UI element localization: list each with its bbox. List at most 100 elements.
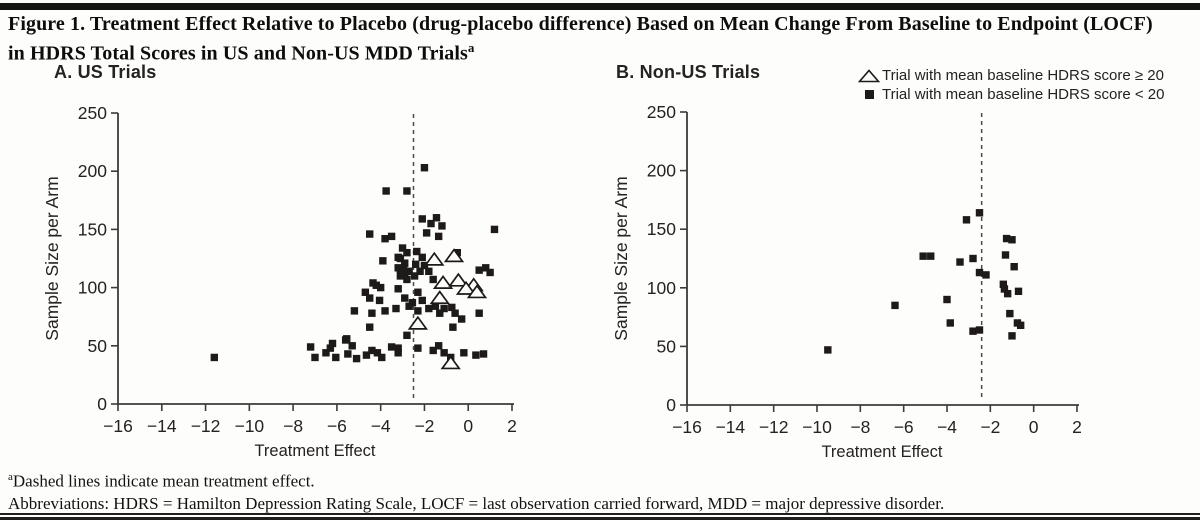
data-point-square bbox=[1002, 234, 1011, 243]
data-point-square bbox=[418, 215, 426, 223]
data-point-square bbox=[352, 354, 361, 363]
data-point-square bbox=[475, 309, 483, 317]
data-point-square bbox=[1006, 309, 1014, 318]
x-tick-label: −10 bbox=[802, 417, 832, 437]
figure-title-superscript: a bbox=[467, 40, 475, 55]
data-point-square bbox=[348, 342, 356, 350]
square-marker-icon bbox=[856, 90, 882, 99]
data-point-triangle bbox=[466, 284, 488, 299]
legend-label-high-baseline: Trial with mean baseline HDRS score ≥ 20 bbox=[882, 67, 1164, 84]
data-point-square bbox=[416, 267, 424, 276]
y-tick-label: 50 bbox=[657, 336, 677, 356]
x-tick-label: −6 bbox=[327, 416, 347, 436]
footnote-abbreviations: Abbreviations: HDRS = Hamilton Depressio… bbox=[8, 494, 945, 513]
data-point-square bbox=[418, 253, 426, 262]
y-tick-label: 150 bbox=[647, 219, 676, 239]
x-tick-label: −2 bbox=[980, 417, 1000, 437]
bottom-rule-upper bbox=[0, 513, 1200, 515]
data-point-square bbox=[438, 222, 446, 230]
y-tick-label: 100 bbox=[647, 278, 676, 298]
data-point-square bbox=[975, 209, 984, 217]
data-point-triangle bbox=[432, 274, 454, 289]
data-point-square bbox=[375, 296, 384, 305]
data-point-square bbox=[472, 351, 480, 359]
data-point-square bbox=[382, 187, 390, 195]
x-tick-label: −6 bbox=[894, 417, 914, 437]
data-point-square bbox=[422, 229, 431, 237]
data-point-square bbox=[946, 319, 954, 327]
x-tick-label: 0 bbox=[463, 416, 473, 436]
footnote-superscript: a bbox=[8, 471, 13, 483]
x-tick-label: −8 bbox=[850, 417, 870, 437]
us-trials-chart: 0 50 100 150 200 250 −16 −14 −12 −10 −8 −6 −4 −2 0 2 Tre… bbox=[42, 103, 517, 460]
x-tick-label: −10 bbox=[234, 416, 264, 436]
data-point-square bbox=[482, 264, 490, 272]
data-point-square bbox=[311, 353, 319, 362]
data-point-square bbox=[381, 235, 389, 243]
data-point-square bbox=[943, 295, 951, 304]
data-point-square bbox=[394, 285, 402, 293]
data-point-square bbox=[1008, 332, 1016, 340]
data-point-square bbox=[457, 315, 466, 323]
data-point-square bbox=[322, 349, 330, 357]
data-point-square bbox=[379, 257, 387, 265]
data-point-square bbox=[378, 353, 386, 362]
data-point-square bbox=[490, 225, 499, 234]
data-point-square bbox=[373, 349, 382, 357]
figure-title: Figure 1. Treatment Effect Relative to P… bbox=[8, 13, 1196, 66]
data-point-square bbox=[405, 267, 413, 276]
data-point-square bbox=[451, 309, 459, 317]
data-point-square bbox=[411, 260, 420, 269]
data-point-square bbox=[448, 303, 456, 312]
y-tick-label: 100 bbox=[78, 278, 107, 298]
data-point-square bbox=[429, 346, 437, 355]
data-point-square bbox=[414, 288, 422, 296]
data-point-square bbox=[399, 265, 408, 273]
data-point-square bbox=[962, 216, 971, 224]
data-point-square bbox=[429, 275, 437, 284]
data-point-square bbox=[398, 244, 407, 252]
data-point-square bbox=[401, 269, 409, 278]
data-point-square bbox=[453, 248, 461, 257]
data-point-triangle bbox=[424, 251, 445, 266]
y-tick-label: 150 bbox=[78, 219, 107, 239]
data-point-square bbox=[1003, 289, 1012, 298]
data-point-square bbox=[425, 267, 433, 276]
data-point-square bbox=[956, 258, 964, 266]
data-point-square bbox=[440, 304, 448, 313]
data-point-square bbox=[387, 232, 396, 241]
data-point-square bbox=[969, 254, 977, 263]
data-point-square bbox=[975, 326, 984, 334]
figure-title-line2: in HDRS Total Scores in US and Non-US MD… bbox=[8, 42, 468, 65]
data-point-square bbox=[1014, 287, 1023, 296]
data-point-square bbox=[410, 272, 419, 280]
data-point-square bbox=[434, 232, 443, 241]
data-point-square bbox=[982, 271, 990, 279]
data-point-square bbox=[436, 309, 444, 317]
footnote-dashed-lines-text: Dashed lines indicate mean treatment eff… bbox=[12, 471, 315, 491]
data-point-square bbox=[401, 259, 409, 267]
y-tick-label: 250 bbox=[647, 102, 676, 122]
non-us-trials-chart: 0 50 100 150 200 250 −16 −14 −12 −10 −8 −6 −4 −2 0 2 Tre… bbox=[611, 102, 1082, 461]
x-axis-label: Treatment Effect bbox=[821, 443, 942, 461]
data-point-square bbox=[394, 349, 402, 357]
data-point-square bbox=[401, 294, 409, 302]
data-point-square bbox=[405, 302, 413, 310]
data-point-square bbox=[1010, 263, 1018, 271]
y-tick-label: 250 bbox=[78, 103, 107, 123]
data-point-square bbox=[824, 346, 832, 354]
x-tick-label: −12 bbox=[191, 416, 221, 436]
data-point-square bbox=[434, 342, 443, 350]
data-point-square bbox=[418, 296, 426, 305]
data-point-square bbox=[366, 323, 374, 331]
triangle-marker-icon bbox=[856, 68, 882, 83]
y-tick-label: 200 bbox=[647, 161, 676, 181]
legend: Trial with mean baseline HDRS score ≥ 20… bbox=[856, 66, 1164, 104]
x-tick-label: −4 bbox=[937, 417, 957, 437]
data-point-square bbox=[449, 323, 457, 331]
data-point-square bbox=[210, 353, 219, 362]
data-point-square bbox=[431, 302, 440, 310]
y-tick-label: 0 bbox=[666, 395, 676, 415]
data-point-square bbox=[414, 344, 422, 352]
footnote-dashed-lines: aDashed lines indicate mean treatment ef… bbox=[8, 471, 315, 492]
